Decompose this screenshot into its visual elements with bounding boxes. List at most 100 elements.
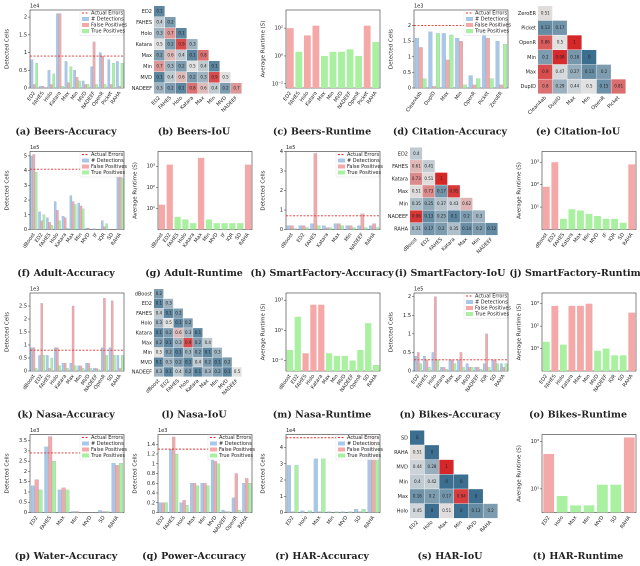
cell-value: 0.2: [222, 86, 229, 91]
bar: [361, 509, 366, 513]
bar: [340, 511, 345, 513]
legend-label: False Positives: [347, 447, 383, 453]
cell-value: 0.3: [156, 320, 163, 325]
y-tick-label: 10³: [531, 439, 539, 445]
bar: [221, 509, 225, 513]
bar: [327, 511, 332, 513]
bar: [69, 363, 73, 372]
y-axis-label: Average Runtime (S): [517, 162, 523, 219]
cell-value: 0.2: [195, 340, 202, 345]
y-tick-label: 1: [24, 50, 27, 56]
y-tick-label: 1.4: [147, 442, 155, 448]
row-label: RAHA: [394, 227, 408, 233]
bar: [334, 511, 339, 513]
legend-label: Actual Errors: [91, 11, 123, 17]
bar: [79, 205, 83, 230]
col-label: Max: [438, 520, 450, 532]
cell-value: 0.4: [175, 369, 182, 374]
col-label: Katara: [441, 237, 457, 253]
bar: [495, 41, 500, 89]
heat-cell: [582, 64, 597, 79]
y-axis-label: Average Runtime (S): [261, 304, 267, 361]
heat-cell: [447, 185, 460, 198]
bar: [54, 347, 57, 372]
bar: [465, 363, 469, 372]
bar: [434, 296, 437, 372]
bar: [472, 84, 477, 89]
bar: [74, 204, 77, 230]
bar: [120, 63, 124, 89]
bar: [418, 47, 423, 89]
y-tick-label: 0.5: [19, 356, 27, 362]
legend-label: Actual Errors: [347, 435, 379, 441]
y-tick-label: 1: [280, 208, 283, 214]
cell-value: 0.51: [424, 176, 433, 181]
scale-label: 1e4: [30, 4, 39, 10]
x-tick-label: RAHA: [364, 232, 377, 247]
bar: [583, 505, 595, 513]
caption: (p) Water-Accuracy: [15, 551, 118, 562]
heat-cell: [422, 222, 435, 236]
y-tick-label: 10⁰: [275, 53, 283, 59]
y-axis-label: Detected Cells: [261, 170, 267, 210]
bar: [115, 465, 120, 513]
bar: [95, 368, 98, 372]
bar: [321, 55, 328, 88]
y-tick-label: 10²: [275, 26, 283, 32]
bar: [577, 305, 584, 371]
bar: [290, 511, 295, 513]
bar: [73, 70, 76, 89]
bar: [628, 312, 636, 371]
heat-cell: [596, 64, 611, 79]
heat-cell: [410, 147, 423, 160]
scale-label: 1e5: [30, 145, 39, 151]
bar: [56, 13, 59, 89]
bar: [205, 219, 213, 230]
x-tick-label: MVD: [589, 373, 601, 386]
heat-cell: [173, 308, 183, 318]
y-tick-label: 0: [408, 86, 411, 92]
caption: (a) Beers-Accuracy: [15, 127, 117, 138]
bar: [92, 41, 96, 89]
cell-value: 0.17: [556, 25, 565, 30]
cell-value: 0.13: [472, 508, 481, 513]
y-tick-label: 0.8: [147, 471, 155, 477]
heat-cell: [538, 35, 553, 50]
bar: [312, 25, 320, 88]
heat-cell: [209, 61, 220, 72]
heat-cell: [193, 347, 203, 358]
x-tick-label: Holo: [427, 374, 438, 387]
heat-cell: [410, 172, 423, 185]
row-label: Katara: [136, 331, 152, 337]
row-label: Holo: [397, 509, 408, 515]
row-label: FAHES: [392, 164, 408, 170]
x-tick-label: IQR: [225, 232, 235, 243]
y-axis-label: Average Runtime (S): [517, 445, 523, 502]
bar: [485, 333, 488, 372]
bar: [340, 225, 344, 230]
cell-value: 0.17: [442, 494, 451, 499]
legend-swatch: [82, 441, 89, 446]
x-tick-label: MVD: [80, 232, 92, 245]
bar: [74, 365, 77, 372]
bar: [46, 355, 49, 372]
heat-cell: [424, 489, 439, 504]
legend-label: False Positives: [91, 164, 127, 170]
x-tick-label: RAHA: [107, 515, 120, 530]
cell-value: 0.28: [428, 464, 437, 469]
bar: [48, 222, 51, 230]
cell-value: 0.2: [214, 369, 221, 374]
cell-value: 0.2: [542, 54, 549, 59]
bar: [121, 355, 124, 372]
bar: [349, 360, 356, 371]
bar: [594, 215, 601, 230]
bar: [182, 219, 189, 230]
bar: [611, 355, 619, 371]
row-label: ZeroER: [518, 11, 537, 17]
heat-cell: [173, 328, 183, 338]
bar: [46, 217, 49, 230]
row-label: FAHES: [136, 311, 152, 317]
heat-cell: [154, 83, 165, 94]
bar: [313, 458, 318, 513]
legend-label: Actual Errors: [475, 294, 507, 300]
